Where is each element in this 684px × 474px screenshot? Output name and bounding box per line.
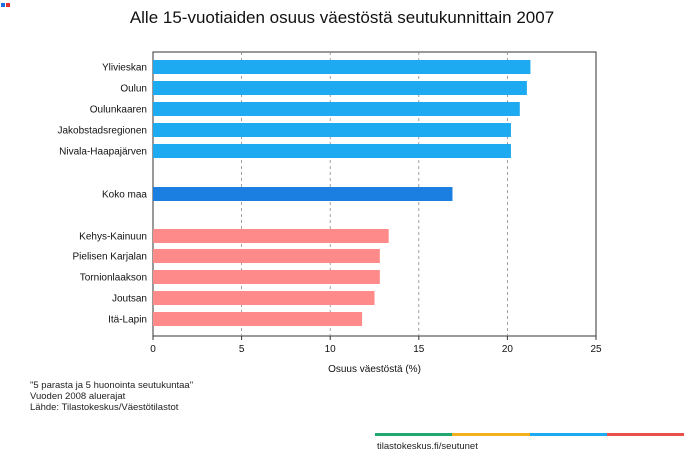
bar	[153, 312, 363, 326]
bar	[153, 102, 520, 116]
footer-color-stripe	[375, 433, 684, 436]
category-label: Pielisen Karjalan	[73, 252, 148, 263]
bar	[153, 187, 453, 201]
category-label: Jakobstadsregionen	[57, 126, 147, 137]
x-axis-label: Osuus väestöstä (%)	[328, 364, 421, 375]
category-label: Ylivieskan	[102, 63, 147, 74]
bar	[153, 123, 511, 137]
bar	[153, 249, 380, 263]
note-line: "5 parasta ja 5 huonointa seutukuntaa"	[30, 380, 194, 391]
bar	[153, 229, 389, 243]
x-tick-label: 10	[325, 344, 337, 355]
bar	[153, 144, 511, 158]
footer-stripe-segment	[529, 433, 607, 436]
footer-stripe-segment	[606, 433, 684, 436]
category-label: Koko maa	[102, 190, 147, 201]
corner-logo-mark	[0, 0, 12, 12]
category-label: Joutsan	[112, 294, 147, 305]
category-label: Oulun	[120, 84, 147, 95]
bar	[153, 81, 527, 95]
bar	[153, 270, 380, 284]
x-tick-label: 15	[413, 344, 425, 355]
x-tick-label: 0	[150, 344, 156, 355]
footer-url: tilastokeskus.fi/seutunet	[377, 441, 478, 452]
note-line: Vuoden 2008 aluerajat	[30, 391, 126, 402]
footer-stripe-segment	[375, 433, 453, 436]
chart-title: Alle 15-vuotiaiden osuus väestöstä seutu…	[129, 8, 555, 27]
footer-stripe-segment	[452, 433, 530, 436]
chart-notes: "5 parasta ja 5 huonointa seutukuntaa" V…	[30, 380, 193, 413]
x-tick-label: 20	[502, 344, 514, 355]
corner-logo-icon	[1, 3, 10, 7]
x-tick-label: 25	[590, 344, 602, 355]
category-label: Nivala-Haapajärven	[59, 147, 147, 158]
category-label: Itä-Lapin	[108, 315, 147, 326]
category-label: Oulunkaaren	[90, 105, 147, 116]
bar	[153, 60, 531, 74]
note-line: Lähde: Tilastokeskus/Väestötilastot	[30, 402, 179, 413]
category-label: Tornionlaakson	[80, 273, 147, 284]
category-label: Kehys-Kainuun	[79, 232, 147, 243]
bar	[153, 291, 375, 305]
x-tick-label: 5	[239, 344, 245, 355]
